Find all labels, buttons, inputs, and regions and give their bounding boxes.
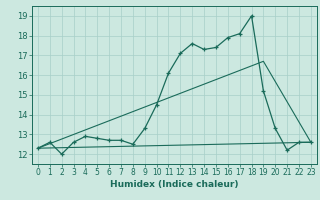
X-axis label: Humidex (Indice chaleur): Humidex (Indice chaleur)	[110, 180, 239, 189]
